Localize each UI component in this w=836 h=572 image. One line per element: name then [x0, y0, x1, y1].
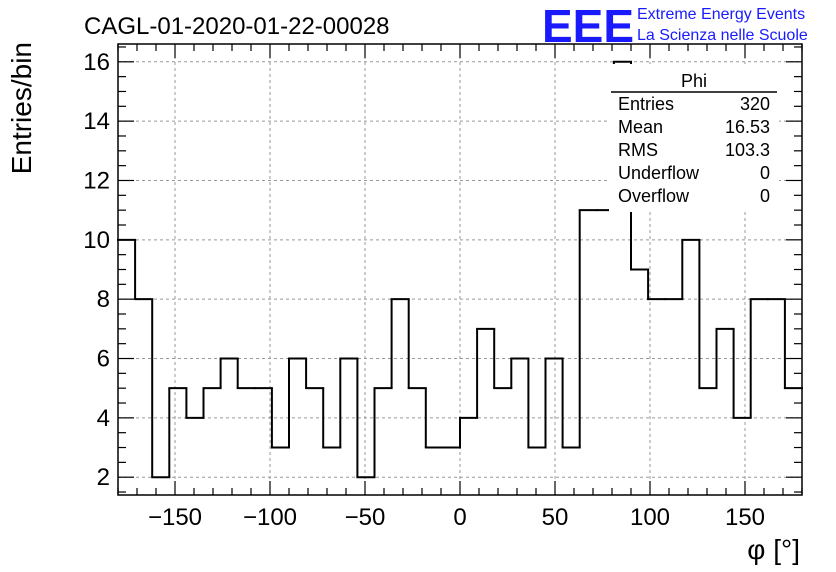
chart-title: CAGL-01-2020-01-22-00028	[84, 13, 390, 40]
stats-row-value: 320	[740, 94, 770, 114]
stats-box: Phi Entries 320 Mean 16.53 RMS 103.3 Underflow…	[609, 64, 779, 212]
x-tick-label: 150	[725, 504, 765, 531]
stats-rows: Entries 320 Mean 16.53 RMS 103.3 Underflow 0 Ove…	[618, 94, 770, 206]
x-tick-labels: −150 −100 −50 0 50 100 150	[148, 504, 765, 531]
x-tick-label: −50	[345, 504, 386, 531]
stats-row-label: Overflow	[618, 186, 690, 206]
y-tick-label: 2	[97, 464, 110, 491]
stats-row-value: 0	[760, 163, 770, 183]
y-tick-label: 14	[83, 108, 110, 135]
logo-line2: La Scienza nelle Scuole	[637, 27, 808, 44]
y-tick-label: 4	[97, 405, 110, 432]
stats-row-value: 103.3	[725, 140, 770, 160]
stats-row-label: Mean	[618, 117, 663, 137]
x-tick-label: 100	[630, 504, 670, 531]
y-axis-label: Entries/bin	[6, 42, 37, 174]
y-tick-label: 8	[97, 286, 110, 313]
x-tick-label: 50	[542, 504, 569, 531]
x-tick-label: −100	[243, 504, 297, 531]
y-tick-labels: 2 4 6 8 10 12 14 16	[83, 49, 110, 491]
x-tick-label: −150	[148, 504, 202, 531]
stats-row-label: Underflow	[618, 163, 700, 183]
stats-box-bg	[609, 64, 779, 212]
stats-row-value: 16.53	[725, 117, 770, 137]
y-tick-label: 10	[83, 227, 110, 254]
x-tick-label: 0	[453, 504, 466, 531]
stats-row-label: RMS	[618, 140, 658, 160]
x-axis-label: φ [°]	[747, 534, 800, 565]
stats-row-value: 0	[760, 186, 770, 206]
histogram-series	[117, 60, 803, 479]
stats-box-name: Phi	[681, 71, 707, 91]
axis-ticks	[117, 44, 803, 495]
eee-logo: EEE Extreme Energy Events La Scienza nel…	[542, 0, 808, 52]
stats-row-label: Entries	[618, 94, 674, 114]
y-tick-label: 12	[83, 167, 110, 194]
y-tick-label: 6	[97, 346, 110, 373]
y-tick-label: 16	[83, 49, 110, 76]
logo-line1: Extreme Energy Events	[637, 6, 805, 23]
